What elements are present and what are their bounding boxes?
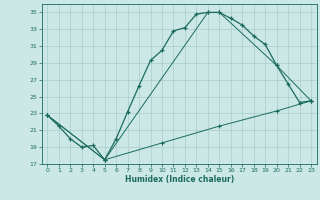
X-axis label: Humidex (Indice chaleur): Humidex (Indice chaleur) [124,175,234,184]
